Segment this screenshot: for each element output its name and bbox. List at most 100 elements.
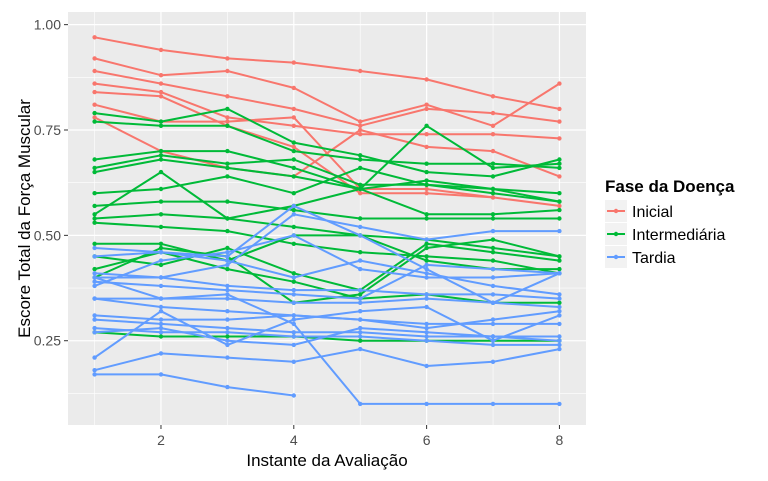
data-point xyxy=(424,216,429,221)
legend-label: Intermediária xyxy=(632,227,725,244)
data-point xyxy=(158,148,164,154)
data-point xyxy=(225,283,230,289)
data-point xyxy=(225,250,230,255)
data-point xyxy=(158,153,164,158)
data-point xyxy=(291,292,296,297)
data-point xyxy=(158,262,164,268)
data-point xyxy=(424,258,429,263)
data-point xyxy=(291,174,296,179)
data-point xyxy=(225,94,230,99)
data-point xyxy=(92,89,97,95)
data-point xyxy=(424,334,429,339)
data-point xyxy=(225,342,230,348)
x-tick-label: 6 xyxy=(423,432,431,448)
axis-ticks xyxy=(64,24,560,429)
series-line xyxy=(94,57,560,127)
series-line xyxy=(94,107,560,178)
legend-key-point xyxy=(613,208,619,214)
data-point xyxy=(557,254,562,259)
data-point xyxy=(291,321,296,327)
data-point xyxy=(358,317,363,322)
series-tardia-28 xyxy=(92,309,562,331)
legend-label: Tardia xyxy=(632,250,676,267)
data-point xyxy=(225,161,230,166)
data-point xyxy=(490,148,496,154)
data-point xyxy=(557,342,562,348)
data-point xyxy=(158,258,164,263)
data-point xyxy=(490,195,496,200)
data-point xyxy=(225,123,230,128)
data-point xyxy=(92,216,97,221)
data-point xyxy=(424,144,429,150)
data-point xyxy=(291,359,296,364)
data-point xyxy=(490,342,496,348)
data-point xyxy=(158,224,164,230)
data-point xyxy=(158,245,164,251)
data-point xyxy=(158,250,164,255)
series-line xyxy=(94,36,560,110)
data-point xyxy=(225,254,230,259)
data-point xyxy=(158,304,164,310)
data-point xyxy=(358,258,363,263)
data-point xyxy=(92,266,97,272)
data-point xyxy=(92,81,97,86)
data-point xyxy=(92,203,97,209)
data-point xyxy=(92,283,97,289)
data-point xyxy=(225,325,230,331)
data-point xyxy=(225,338,230,343)
legend-key-point xyxy=(613,254,619,260)
data-point xyxy=(92,110,97,116)
data-point xyxy=(424,77,429,82)
data-point xyxy=(490,186,496,192)
data-point xyxy=(557,106,562,112)
y-tick-label: 1.00 xyxy=(34,17,61,33)
legend-title: Fase da Doença xyxy=(605,177,735,196)
data-point xyxy=(424,304,429,310)
data-point xyxy=(225,317,230,322)
series-line xyxy=(94,124,560,190)
data-point xyxy=(490,94,496,99)
y-axis-title: Escore Total da Força Muscular xyxy=(15,99,34,338)
data-point xyxy=(557,338,562,343)
data-point xyxy=(92,271,97,276)
legend-entry-inicial: Inicial xyxy=(605,200,673,222)
series-line xyxy=(94,213,560,258)
series-line xyxy=(94,82,560,140)
data-point xyxy=(92,169,97,175)
y-tick-label: 0.25 xyxy=(34,333,61,349)
data-point xyxy=(557,309,562,314)
series-tardia-25 xyxy=(92,233,562,289)
series-tardia-23 xyxy=(92,271,562,301)
data-point xyxy=(291,342,296,348)
data-point xyxy=(225,174,230,179)
data-point xyxy=(557,300,562,305)
legend-key-point xyxy=(613,231,619,237)
data-point xyxy=(424,161,429,166)
series-intermediaria-14 xyxy=(92,199,562,221)
data-point xyxy=(291,271,296,276)
data-point xyxy=(490,359,496,364)
data-point xyxy=(490,300,496,305)
data-point xyxy=(490,228,496,234)
data-point xyxy=(358,334,363,339)
data-point xyxy=(557,81,562,86)
series-line xyxy=(94,166,560,203)
series-intermediaria-17 xyxy=(92,220,562,276)
data-point xyxy=(225,148,230,154)
data-point xyxy=(225,216,230,221)
data-point xyxy=(424,132,429,137)
data-point xyxy=(225,384,230,390)
data-point xyxy=(92,296,97,301)
data-point xyxy=(291,157,296,162)
data-point xyxy=(158,212,164,217)
series-line xyxy=(94,116,560,178)
series-tardia-33 xyxy=(92,346,562,373)
data-point xyxy=(557,401,562,407)
series-line xyxy=(94,234,560,287)
y-tick-label: 0.50 xyxy=(34,227,61,243)
data-point xyxy=(490,338,496,343)
data-point xyxy=(225,115,230,120)
data-point xyxy=(92,115,97,120)
data-point xyxy=(225,296,230,301)
data-point xyxy=(92,157,97,162)
